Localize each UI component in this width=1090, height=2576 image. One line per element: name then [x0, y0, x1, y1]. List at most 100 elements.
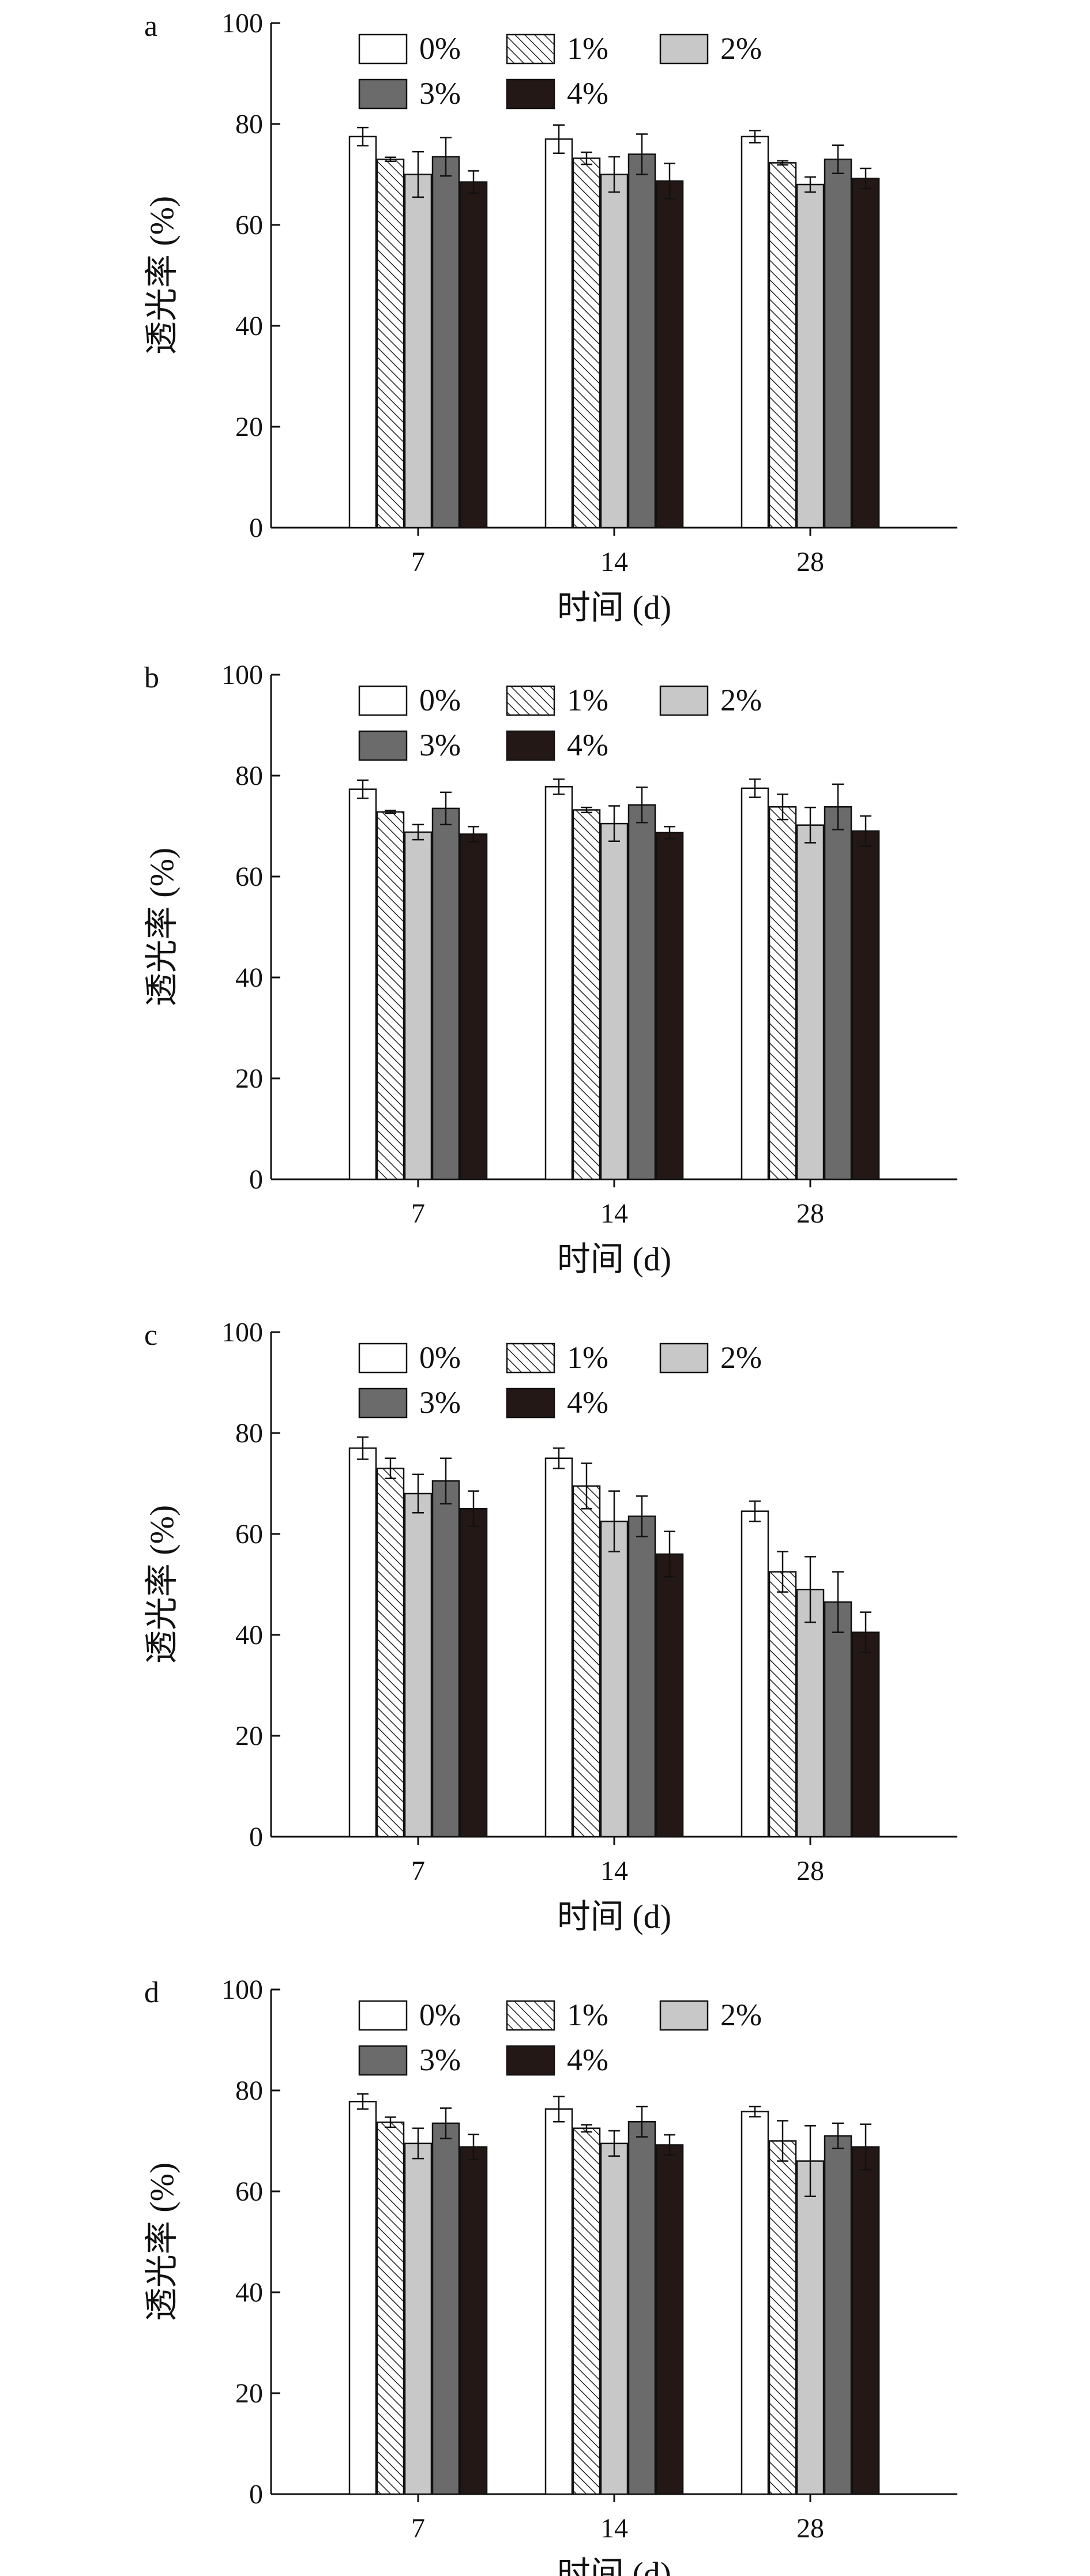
y-tick-label: 80 [235, 1418, 263, 1449]
x-tick-label: 14 [600, 547, 628, 577]
bar-b-2%-28 [796, 824, 825, 1180]
y-tick-label: 60 [235, 210, 263, 240]
bar-c-1%-28 [768, 1571, 797, 1838]
legend-label: 3% [419, 728, 461, 762]
bar-d-1%-7 [376, 2121, 405, 2495]
y-tick-label: 0 [249, 513, 263, 543]
bar-c-2%-14 [600, 1520, 629, 1838]
bar-a-3%-14 [627, 153, 656, 529]
legend-label: 4% [567, 1385, 608, 1420]
y-tick-label: 40 [235, 2277, 263, 2308]
y-tick-label: 20 [235, 412, 263, 442]
bar-a-4%-28 [851, 178, 880, 529]
y-tick-label: 20 [235, 2378, 263, 2409]
bar-a-1%-7 [376, 159, 405, 529]
bar-c-1%-7 [376, 1468, 405, 1838]
legend-swatch-0% [358, 33, 408, 65]
legend-swatch-2% [659, 685, 709, 716]
bar-d-2%-7 [404, 2142, 433, 2495]
x-tick-label: 14 [600, 2513, 628, 2544]
chart-panel-c: c 0 20 40 60 80 100 透光率 (%) 7 14 28 时间 (d) 0% 1% 2% 3% 4… [143, 1317, 957, 1935]
bar-a-3%-7 [431, 156, 460, 529]
y-tick-label: 40 [235, 962, 263, 993]
bar-a-2%-7 [404, 174, 433, 529]
legend-swatch-1% [506, 33, 555, 65]
bar-b-4%-7 [459, 833, 488, 1180]
x-tick-label: 14 [600, 1856, 628, 1886]
bar-d-3%-28 [824, 2135, 852, 2495]
bar-d-4%-14 [655, 2144, 684, 2495]
legend-swatch-1% [506, 1342, 555, 1374]
legend-swatch-4% [506, 1387, 555, 1419]
panel-letter: b [144, 661, 159, 694]
bar-a-2%-14 [600, 174, 629, 529]
y-axis-title: 透光率 (%) [143, 2163, 181, 2321]
bar-c-4%-14 [655, 1553, 684, 1838]
y-axis-title: 透光率 (%) [143, 1505, 181, 1664]
legend-swatch-0% [358, 1342, 408, 1374]
legend-swatch-2% [659, 2000, 709, 2031]
legend-label: 0% [419, 31, 461, 66]
x-tick-label: 14 [600, 1198, 628, 1229]
chart-panel-a: a 0 20 40 60 80 100 透光率 (%) 7 14 28 时间 (d) 0% 1% 2% 3% 4… [143, 8, 957, 626]
bar-c-0%-28 [741, 1510, 769, 1838]
x-tick-label: 28 [796, 1198, 824, 1229]
legend-swatch-4% [506, 2045, 555, 2076]
bar-d-4%-28 [851, 2146, 880, 2495]
bar-b-4%-28 [851, 830, 880, 1180]
x-tick-label: 28 [796, 547, 824, 577]
legend-swatch-3% [358, 2045, 408, 2076]
panel-letter: c [144, 1319, 157, 1352]
legend-label: 1% [567, 683, 608, 717]
y-tick-label: 40 [235, 1620, 263, 1650]
y-axis-title: 透光率 (%) [143, 848, 181, 1006]
bar-c-3%-14 [627, 1515, 656, 1838]
bar-c-4%-7 [459, 1508, 488, 1838]
legend-label: 0% [419, 1340, 461, 1375]
bar-d-4%-7 [459, 2146, 488, 2495]
y-tick-label: 0 [249, 2479, 263, 2510]
legend-label: 0% [419, 683, 461, 717]
legend-label: 2% [720, 683, 762, 717]
bar-b-1%-28 [768, 806, 797, 1180]
bar-b-2%-14 [600, 822, 629, 1180]
y-tick-label: 100 [221, 1317, 263, 1348]
bar-c-2%-28 [796, 1589, 825, 1838]
bar-d-0%-7 [348, 2101, 377, 2495]
legend-swatch-0% [358, 2000, 408, 2031]
bar-a-0%-28 [741, 136, 769, 529]
legend-swatch-3% [358, 730, 408, 761]
legend-label: 4% [567, 76, 608, 111]
bar-b-3%-28 [824, 806, 852, 1180]
bar-c-0%-14 [544, 1457, 573, 1838]
bar-b-3%-14 [627, 804, 656, 1180]
y-tick-label: 80 [235, 2075, 263, 2106]
legend-label: 3% [419, 2043, 461, 2077]
bar-a-1%-14 [572, 157, 601, 529]
bar-b-3%-7 [431, 807, 460, 1180]
y-tick-label: 80 [235, 761, 263, 791]
y-tick-label: 60 [235, 862, 263, 892]
legend-swatch-1% [506, 2000, 555, 2031]
bar-c-2%-7 [404, 1492, 433, 1838]
x-tick-label: 7 [411, 2513, 425, 2544]
y-axis-title: 透光率 (%) [143, 196, 181, 355]
legend-swatch-1% [506, 685, 555, 716]
legend-swatch-3% [358, 78, 408, 110]
y-tick-label: 20 [235, 1721, 263, 1751]
x-axis-title: 时间 (d) [557, 2555, 671, 2576]
x-tick-label: 28 [796, 2513, 824, 2544]
x-tick-label: 7 [411, 547, 425, 577]
bar-d-3%-7 [431, 2122, 460, 2495]
x-axis-title: 时间 (d) [557, 1898, 671, 1935]
y-tick-label: 80 [235, 109, 263, 140]
bar-c-3%-7 [431, 1480, 460, 1838]
bar-c-0%-7 [348, 1447, 377, 1838]
bar-c-3%-28 [824, 1601, 852, 1838]
y-tick-label: 40 [235, 311, 263, 341]
y-tick-label: 100 [221, 660, 263, 690]
bar-a-1%-28 [768, 162, 797, 529]
y-tick-label: 100 [221, 8, 263, 39]
legend-swatch-2% [659, 1342, 709, 1374]
